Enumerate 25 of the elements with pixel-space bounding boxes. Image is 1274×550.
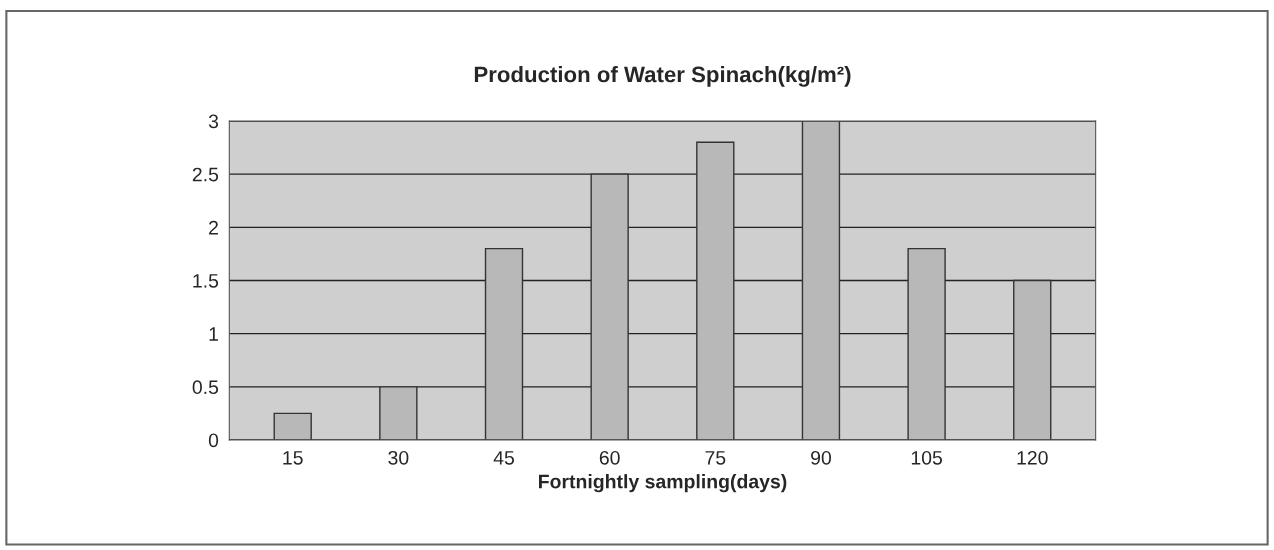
y-tick-label: 0.5 (192, 380, 219, 395)
x-tick-label: 90 (811, 450, 832, 465)
y-tick-label: 2.5 (192, 167, 219, 182)
bar (379, 386, 418, 440)
y-tick-label: 2 (209, 220, 218, 235)
bar (907, 247, 946, 440)
bar (484, 247, 524, 440)
x-tick-label: 15 (283, 451, 303, 465)
x-tick-label: 30 (388, 450, 409, 465)
x-axis-title: Fortnightly sampling(days) (539, 474, 787, 493)
bar (273, 412, 312, 440)
y-tick-label: 3 (208, 114, 219, 129)
x-tick-label: 120 (1017, 450, 1048, 465)
x-tick-label: 75 (705, 451, 726, 465)
y-tick-label: 1.5 (193, 274, 219, 288)
bar (696, 141, 735, 440)
x-tick-label: 45 (493, 451, 515, 465)
y-tick-label: 1 (209, 327, 218, 341)
x-tick-label: 60 (599, 450, 620, 465)
bar (1013, 279, 1052, 440)
x-tick-label: 105 (911, 450, 943, 465)
bar (801, 121, 841, 440)
bar (590, 173, 629, 440)
y-tick-label: 0 (208, 433, 219, 448)
chart-title: Production of Water Spinach(kg/m²) (474, 66, 851, 87)
